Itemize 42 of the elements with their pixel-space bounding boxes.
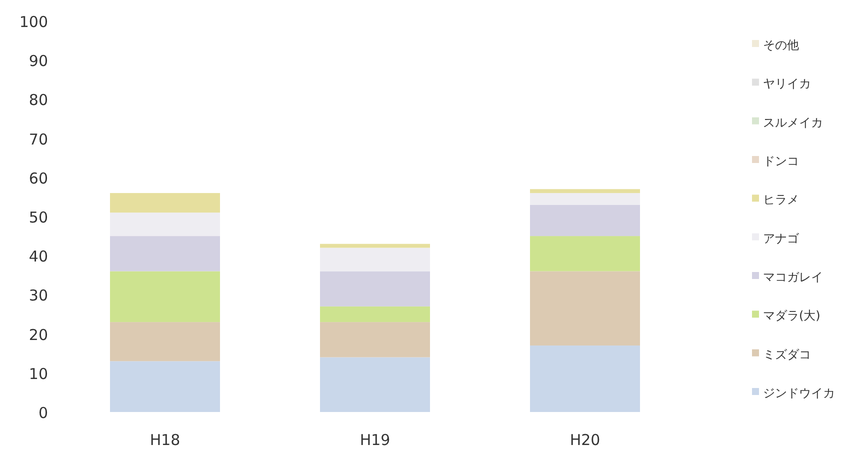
bar: [110, 271, 220, 322]
bar: [110, 236, 220, 272]
bar: [320, 322, 430, 358]
legend-label: その他: [763, 38, 799, 52]
y-tick-label: 90: [28, 52, 48, 70]
bar: [530, 204, 640, 236]
y-tick-label: 80: [28, 91, 48, 110]
legend-label: ヒラメ: [763, 192, 799, 207]
legend-label: ミズダコ: [763, 347, 811, 362]
y-tick-label: 40: [28, 248, 48, 266]
y-tick-label: 50: [28, 208, 48, 226]
y-tick-label: 20: [28, 326, 48, 344]
bar: [110, 322, 220, 362]
y-tick-label: 30: [28, 286, 48, 305]
legend-label: ジンドウイカ: [763, 386, 835, 400]
bar: [530, 346, 640, 412]
x-tick-label: H19: [360, 431, 390, 449]
y-tick-label: 70: [28, 130, 48, 148]
bar: [110, 361, 220, 412]
bar: [110, 193, 220, 213]
bar: [530, 193, 640, 205]
legend-label: マコガレイ: [763, 270, 823, 284]
legend-label: ヤリイカ: [763, 76, 811, 91]
x-tick-label: H20: [570, 431, 600, 449]
bar: [320, 306, 430, 322]
y-tick-label: 10: [28, 364, 48, 383]
x-tick-label: H18: [150, 431, 180, 449]
y-tick-label: 0: [38, 404, 48, 422]
legend-label: マダラ(大): [763, 308, 820, 323]
bar: [320, 271, 430, 306]
y-tick-label: 60: [28, 169, 48, 188]
legend-label: スルメイカ: [763, 115, 823, 130]
bar: [530, 236, 640, 272]
bar: [530, 189, 640, 194]
y-tick-label: 100: [19, 13, 48, 31]
bar: [320, 248, 430, 272]
bar: [320, 357, 430, 412]
legend-label: ドンコ: [763, 154, 799, 168]
bar: [530, 271, 640, 346]
bar: [320, 244, 430, 248]
bar: [110, 212, 220, 236]
legend-label: アナゴ: [763, 231, 800, 246]
